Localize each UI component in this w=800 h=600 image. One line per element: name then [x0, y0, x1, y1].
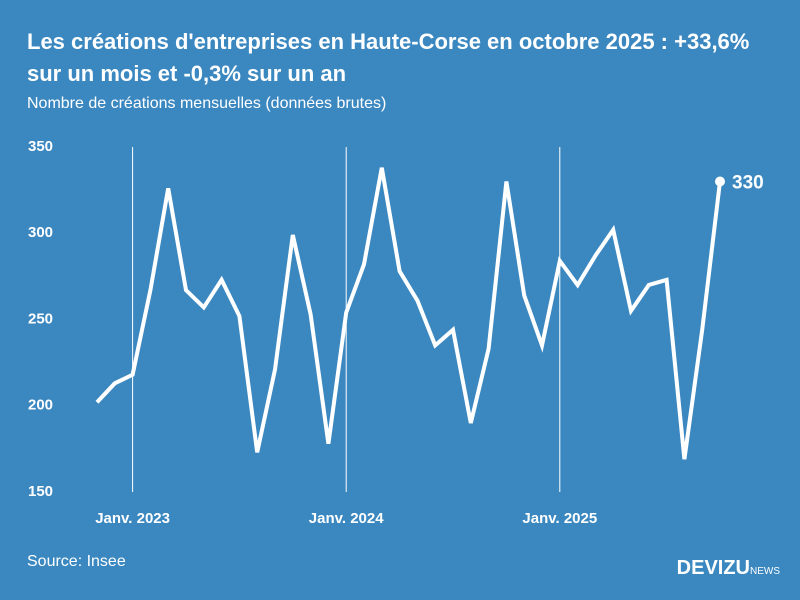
- line: [95, 167, 722, 460]
- y-tick-label: 350: [28, 138, 53, 155]
- source: Source: Insee: [27, 553, 126, 570]
- x-tick-label: Janv. 2025: [522, 510, 597, 527]
- x-tick-label: Janv. 2024: [309, 510, 384, 527]
- value-label: 330: [732, 173, 764, 194]
- y-tick-label: 250: [28, 310, 53, 327]
- y-tick-label: 150: [28, 483, 53, 500]
- chart-title: Les créations d'entreprises en Haute-Cor…: [27, 29, 750, 86]
- y-tick-label: 200: [28, 397, 53, 414]
- y-tick-label: 300: [28, 224, 53, 241]
- brand: DEVIZUNEWS: [677, 557, 780, 580]
- x-tick-label: Janv. 2023: [95, 510, 170, 527]
- last-point: [715, 176, 725, 187]
- brand-suffix: NEWS: [750, 566, 780, 577]
- subtitle: Nombre de créations mensuelles (données …: [27, 95, 387, 112]
- brand-name: DEVIZU: [676, 557, 750, 579]
